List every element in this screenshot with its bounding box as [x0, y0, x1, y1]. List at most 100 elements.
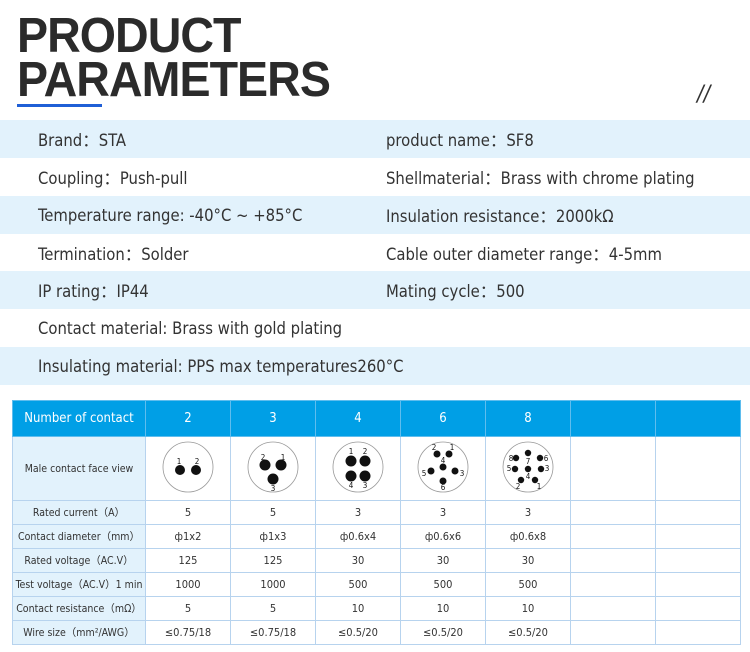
pin-number: 6	[441, 483, 446, 492]
pin-number: 4	[349, 481, 354, 490]
parameter-row: Contact material: Brass with gold platin…	[0, 309, 750, 347]
pin-icon	[359, 470, 371, 482]
pin-icon	[439, 463, 447, 471]
row-label: Wire size（mm²/AWG）	[12, 620, 146, 645]
table-row: Rated current（A） 5 5 3 3 3	[12, 500, 741, 525]
pin-icon	[359, 455, 371, 467]
table-cell: 125	[145, 548, 231, 573]
contact-spec-table: Number of contact 2 3 4 6 8 Male contact face …	[12, 400, 741, 645]
pin-number: 3	[460, 469, 465, 478]
title-line-2: PARAMETERS	[17, 53, 331, 107]
pin-icon	[511, 465, 519, 473]
table-cell	[655, 500, 741, 525]
table-cell: 3	[485, 500, 571, 525]
row-label: Rated current（A）	[12, 500, 146, 525]
pin-number: 2	[432, 443, 437, 452]
pin-number: 1	[349, 447, 354, 456]
table-cell: 30	[485, 548, 571, 573]
pin-number: 2	[516, 482, 521, 491]
parameter-row: Insulating material: PPS max temperature…	[0, 347, 750, 385]
face-view-row: Male contact face view 1 2 2 1 3 1 2 4 3 2 1 4 5 3 6 8 7 6…	[12, 436, 741, 501]
pin-icon	[445, 450, 453, 458]
table-cell	[655, 596, 741, 621]
table-cell	[655, 572, 741, 597]
table-cell	[655, 620, 741, 645]
row-label: Test voltage（AC.V）1 min	[12, 572, 146, 597]
pin-icon	[512, 454, 520, 462]
pin-number: 7	[526, 457, 531, 466]
face-cell: 8 7 6 5 4 3 2 1	[485, 436, 571, 501]
page-title: PRODUCT PARAMETERS	[17, 9, 331, 107]
parameter-right: Insulation resistance：2000kΩ	[386, 207, 614, 226]
pin-icon	[275, 459, 287, 471]
pin-icon	[451, 467, 459, 475]
parameter-row: Coupling：Push-pull Shellmaterial：Brass wi…	[0, 158, 750, 196]
pin-icon	[524, 449, 532, 457]
header-cell	[655, 400, 741, 437]
table-cell: ≤0.75/18	[145, 620, 231, 645]
pin-icon	[531, 476, 539, 484]
pin-icon	[191, 465, 201, 475]
face-cell	[570, 436, 656, 501]
pin-number: 5	[507, 464, 512, 473]
table-cell	[570, 500, 656, 525]
pin-icon	[439, 477, 447, 485]
table-cell: ≤0.5/20	[485, 620, 571, 645]
pin-icon	[175, 465, 185, 475]
pin-number: 2	[363, 447, 368, 456]
table-cell: ≤0.5/20	[400, 620, 486, 645]
pin-number: 3	[363, 481, 368, 490]
pin-icon	[524, 465, 532, 473]
table-cell: ≤0.75/18	[230, 620, 316, 645]
table-cell	[570, 620, 656, 645]
pin-icon	[427, 467, 435, 475]
pin-number: 1	[177, 457, 182, 466]
table-cell	[570, 596, 656, 621]
table-cell: 3	[315, 500, 401, 525]
parameter-left: Contact material: Brass with gold platin…	[38, 318, 343, 338]
pin-icon	[259, 459, 271, 471]
table-cell: 5	[230, 596, 316, 621]
table-cell	[570, 572, 656, 597]
table-cell: 30	[400, 548, 486, 573]
pin-icon	[267, 473, 279, 485]
pin-number: 1	[537, 482, 542, 491]
header-cell: 8	[485, 400, 571, 437]
table-cell: 10	[485, 596, 571, 621]
table-cell: 1000	[145, 572, 231, 597]
connector-face-icon: 8 7 6 5 4 3 2 1	[502, 441, 554, 493]
pin-icon	[517, 476, 525, 484]
pin-number: 4	[441, 456, 446, 465]
table-cell: 10	[400, 596, 486, 621]
table-row: Wire size（mm²/AWG） ≤0.75/18 ≤0.75/18 ≤0.5/2…	[12, 620, 741, 645]
parameter-row: Brand：STA product name：SF8	[0, 120, 750, 158]
parameter-left: Coupling：Push-pull	[38, 169, 188, 188]
pin-icon	[345, 470, 357, 482]
table-cell: 30	[315, 548, 401, 573]
table-cell: ф0.6x8	[485, 524, 571, 549]
table-header-row: Number of contact 2 3 4 6 8	[12, 400, 741, 437]
table-cell: 10	[315, 596, 401, 621]
table-cell: 1000	[230, 572, 316, 597]
connector-face-icon: 2 14 5 3 6	[417, 441, 469, 493]
table-cell: ф1x3	[230, 524, 316, 549]
title-line-1: PRODUCT	[17, 9, 241, 63]
pin-number: 1	[281, 453, 286, 462]
face-cell: 2 1 3	[230, 436, 316, 501]
table-row: Contact diameter（mm） ф1x2 ф1x3 ф0.6x4 ф0.6x6…	[12, 524, 741, 549]
table-cell	[570, 524, 656, 549]
table-cell: 500	[315, 572, 401, 597]
parameter-row: Termination：Solder Cable outer diameter r…	[0, 234, 750, 272]
parameter-right: Shellmaterial：Brass with chrome plating	[386, 169, 695, 188]
row-label: Contact resistance（mΩ）	[12, 596, 146, 621]
table-row: Rated voltage（AC.V） 125 125 30 30 30	[12, 548, 741, 573]
pin-number: 5	[422, 469, 427, 478]
header-cell: 2	[145, 400, 231, 437]
header-cell	[570, 400, 656, 437]
table-cell: ≤0.5/20	[315, 620, 401, 645]
parameter-left: Temperature range: -40°C ~ +85°C	[38, 205, 303, 225]
connector-face-icon: 2 1 3	[247, 441, 299, 493]
title-underline	[17, 104, 102, 107]
table-cell: 500	[485, 572, 571, 597]
